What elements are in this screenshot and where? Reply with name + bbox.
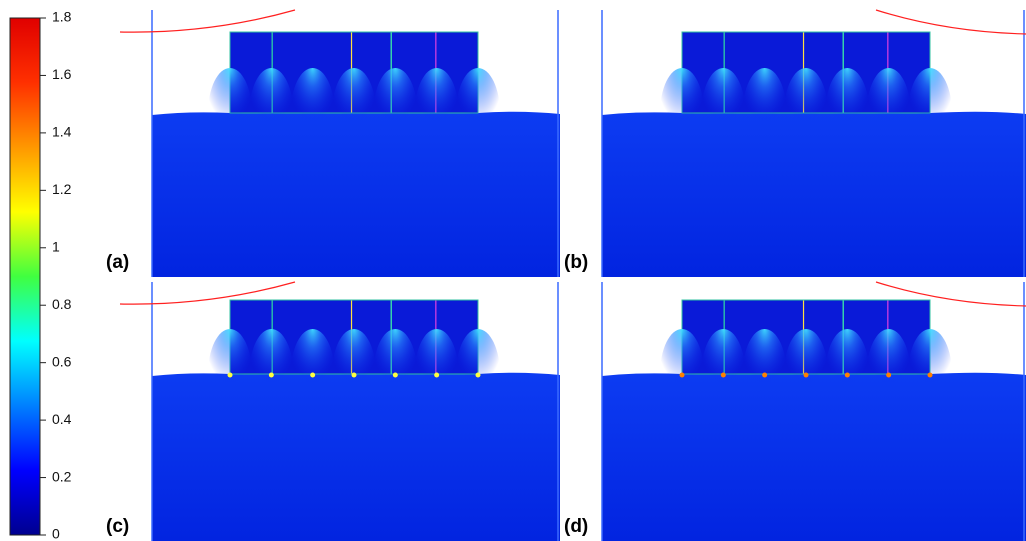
stress-spot [227,372,233,378]
panel: (d) [564,281,1026,541]
panel: (a) [106,9,560,277]
stress-spot [886,372,892,378]
stress-spot [268,372,274,378]
panel: (c) [106,281,560,541]
stress-spot [475,372,481,378]
tick-label: 1.6 [52,66,72,82]
panel-label: (a) [106,252,129,273]
stress-spot [310,372,316,378]
stress-glow [825,68,870,158]
stress-spot [762,372,768,378]
stress-glow [290,68,335,158]
panel-label: (b) [564,252,588,273]
soil [152,111,560,277]
tick-label: 0.2 [52,468,72,484]
stress-glow [742,68,787,158]
stress-glow [332,68,376,158]
arc [119,9,296,33]
stress-glow [866,68,911,158]
stress-glow [414,68,459,158]
tick-label: 1 [52,238,60,254]
stress-spot [844,372,850,378]
panel: (b) [564,9,1026,277]
arc [875,281,1026,307]
stress-glow [208,68,252,158]
stress-spot [434,372,440,378]
tick-label: 0 [52,526,60,541]
stress-glow [373,68,418,158]
colorbar [9,17,41,536]
stress-spot [927,372,933,378]
stress-glow [908,68,952,158]
soil [602,372,1026,541]
tick-label: 0.4 [52,411,72,427]
tick-label: 1.2 [52,181,72,197]
panel-label: (d) [564,516,588,537]
stress-spot [720,372,726,378]
tick-label: 1.8 [52,9,72,25]
stress-glow [660,68,704,158]
tick-label: 0.6 [52,353,72,369]
arc [119,281,296,305]
stress-glow [456,68,500,158]
tick-label: 1.4 [52,124,72,140]
stress-spot [803,372,809,378]
stress-glow [249,68,294,158]
stress-glow [784,68,828,158]
stress-spot [351,372,357,378]
stress-glow [701,68,746,158]
soil [152,372,560,541]
tick-label: 0.8 [52,296,72,312]
arc [875,9,1026,35]
panel-label: (c) [106,516,129,537]
stress-spot [679,372,685,378]
stress-spot [392,372,398,378]
